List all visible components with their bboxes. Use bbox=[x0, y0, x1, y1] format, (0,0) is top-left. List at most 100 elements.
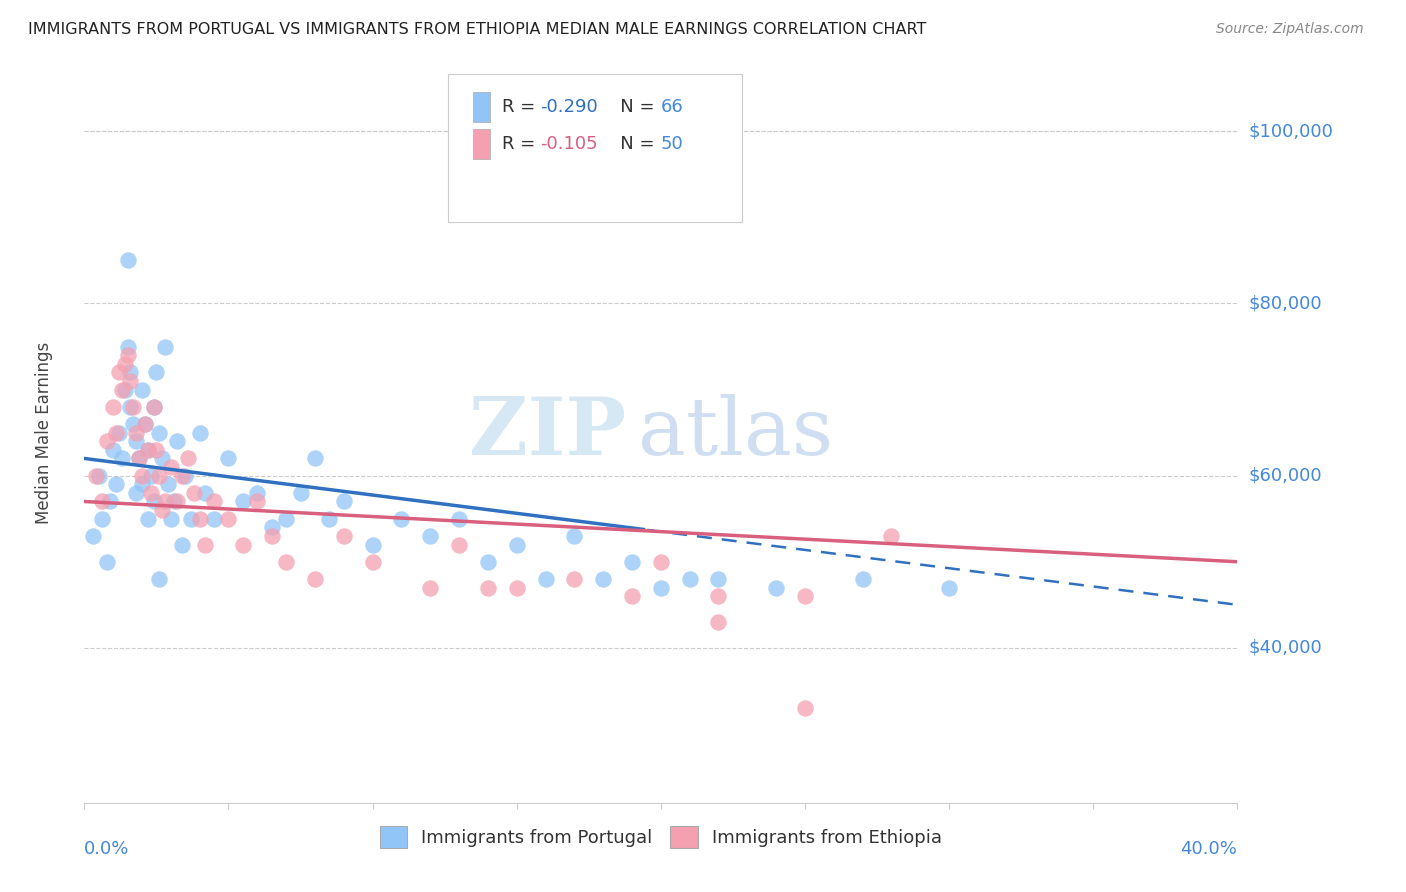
Text: $80,000: $80,000 bbox=[1249, 294, 1322, 312]
Point bbox=[679, 572, 702, 586]
Point bbox=[707, 589, 730, 603]
Point bbox=[650, 581, 672, 595]
Point bbox=[419, 581, 441, 595]
Legend: Immigrants from Portugal, Immigrants from Ethiopia: Immigrants from Portugal, Immigrants fro… bbox=[371, 816, 950, 856]
Point bbox=[564, 572, 586, 586]
Point bbox=[477, 555, 499, 569]
Text: $60,000: $60,000 bbox=[1249, 467, 1322, 484]
Point bbox=[156, 477, 179, 491]
Point bbox=[506, 581, 529, 595]
Point bbox=[125, 486, 148, 500]
Point bbox=[172, 537, 194, 551]
Point bbox=[177, 451, 200, 466]
Point bbox=[880, 529, 903, 543]
Point bbox=[145, 365, 167, 379]
Point bbox=[136, 512, 159, 526]
Point bbox=[194, 486, 217, 500]
Text: N =: N = bbox=[603, 135, 661, 153]
Text: 50: 50 bbox=[661, 135, 683, 153]
Point bbox=[852, 572, 875, 586]
Text: 40.0%: 40.0% bbox=[1181, 840, 1237, 858]
Text: R =: R = bbox=[502, 98, 541, 116]
Point bbox=[232, 494, 254, 508]
Point bbox=[98, 494, 121, 508]
Point bbox=[105, 477, 128, 491]
Point bbox=[449, 512, 471, 526]
Point bbox=[120, 400, 142, 414]
Point bbox=[153, 339, 176, 353]
Point bbox=[938, 581, 960, 595]
Point bbox=[142, 400, 165, 414]
Point bbox=[120, 365, 142, 379]
Point bbox=[114, 357, 136, 371]
Point bbox=[276, 555, 298, 569]
Point bbox=[125, 425, 148, 440]
Text: IMMIGRANTS FROM PORTUGAL VS IMMIGRANTS FROM ETHIOPIA MEDIAN MALE EARNINGS CORREL: IMMIGRANTS FROM PORTUGAL VS IMMIGRANTS F… bbox=[28, 22, 927, 37]
FancyBboxPatch shape bbox=[472, 129, 491, 159]
Point bbox=[260, 529, 283, 543]
FancyBboxPatch shape bbox=[472, 92, 491, 121]
Point bbox=[188, 425, 211, 440]
Point bbox=[117, 339, 139, 353]
Point bbox=[150, 503, 173, 517]
Point bbox=[246, 486, 269, 500]
Point bbox=[96, 555, 118, 569]
Point bbox=[304, 572, 326, 586]
Point bbox=[105, 425, 128, 440]
Point bbox=[131, 468, 153, 483]
Point bbox=[103, 442, 124, 457]
Point bbox=[534, 572, 557, 586]
Point bbox=[449, 537, 471, 551]
Point bbox=[90, 494, 112, 508]
Point bbox=[134, 417, 156, 431]
Point bbox=[108, 425, 131, 440]
Point bbox=[333, 529, 356, 543]
Text: 0.0%: 0.0% bbox=[84, 840, 129, 858]
Point bbox=[246, 494, 269, 508]
Point bbox=[506, 537, 529, 551]
Text: -0.290: -0.290 bbox=[540, 98, 598, 116]
Point bbox=[260, 520, 283, 534]
Point bbox=[290, 486, 312, 500]
Point bbox=[108, 365, 131, 379]
Point bbox=[707, 572, 730, 586]
Point bbox=[391, 512, 413, 526]
Point bbox=[794, 701, 817, 715]
Text: Median Male Earnings: Median Male Earnings bbox=[35, 342, 53, 524]
Point bbox=[117, 348, 139, 362]
Point bbox=[794, 589, 817, 603]
Point bbox=[318, 512, 340, 526]
Point bbox=[136, 442, 159, 457]
Point bbox=[218, 512, 240, 526]
Point bbox=[153, 494, 176, 508]
Point bbox=[765, 581, 787, 595]
Point bbox=[122, 400, 145, 414]
Point bbox=[111, 451, 134, 466]
Point bbox=[142, 494, 165, 508]
Point bbox=[120, 374, 142, 388]
Point bbox=[139, 486, 162, 500]
Point bbox=[96, 434, 118, 449]
FancyBboxPatch shape bbox=[447, 73, 741, 221]
Point bbox=[333, 494, 356, 508]
Point bbox=[136, 442, 159, 457]
Point bbox=[148, 468, 170, 483]
Point bbox=[150, 451, 173, 466]
Point bbox=[134, 417, 156, 431]
Point bbox=[117, 253, 139, 268]
Text: N =: N = bbox=[603, 98, 661, 116]
Point bbox=[163, 494, 186, 508]
Text: $100,000: $100,000 bbox=[1249, 122, 1333, 140]
Point bbox=[131, 477, 153, 491]
Point bbox=[131, 383, 153, 397]
Point bbox=[361, 537, 384, 551]
Point bbox=[160, 460, 183, 475]
Point bbox=[87, 468, 110, 483]
Point bbox=[650, 555, 672, 569]
Point bbox=[180, 512, 202, 526]
Point bbox=[477, 581, 499, 595]
Text: R =: R = bbox=[502, 135, 541, 153]
Point bbox=[82, 529, 104, 543]
Text: Source: ZipAtlas.com: Source: ZipAtlas.com bbox=[1216, 22, 1364, 37]
Point bbox=[183, 486, 205, 500]
